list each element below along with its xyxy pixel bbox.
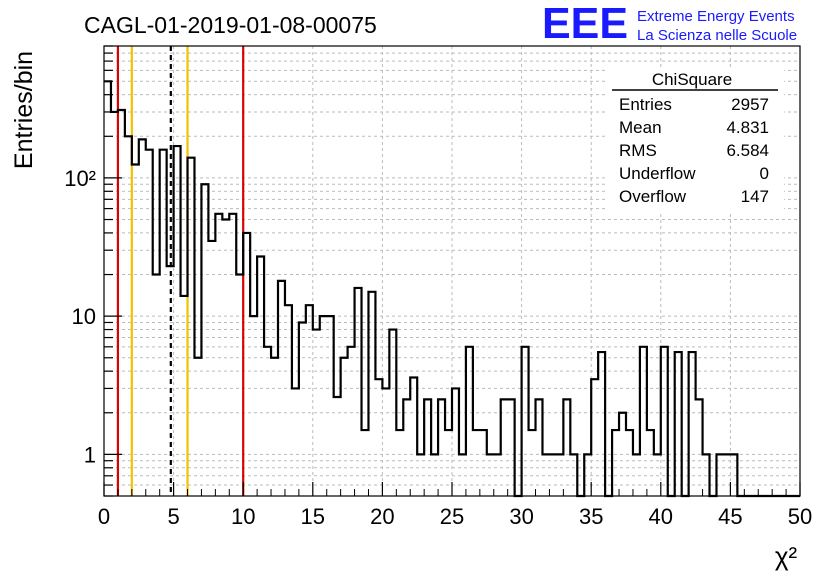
eee-logo: EEE bbox=[542, 0, 628, 48]
stats-box: ChiSquare Entries 2957 Mean 4.831 RMS 6.… bbox=[607, 67, 784, 212]
stats-title: ChiSquare bbox=[652, 70, 732, 89]
y-tick-label: 10 bbox=[72, 304, 96, 329]
run-title: CAGL-01-2019-01-08-00075 bbox=[84, 12, 377, 38]
stats-value-underflow: 0 bbox=[760, 164, 769, 183]
stats-value-overflow: 147 bbox=[741, 187, 769, 206]
x-tick-label: 35 bbox=[579, 504, 603, 529]
y-tick-label: 1 bbox=[84, 442, 96, 467]
stats-label-entries: Entries bbox=[619, 95, 672, 114]
y-axis-label: Entries/bin bbox=[10, 51, 38, 169]
x-tick-label: 45 bbox=[718, 504, 742, 529]
x-tick-label: 50 bbox=[788, 504, 812, 529]
x-tick-label: 30 bbox=[509, 504, 533, 529]
x-tick-label: 20 bbox=[370, 504, 394, 529]
y-tick-labels: 1 10 10² bbox=[64, 166, 96, 467]
y-tick-label: 10² bbox=[64, 166, 96, 191]
stats-value-entries: 2957 bbox=[731, 95, 769, 114]
x-tick-label: 40 bbox=[649, 504, 673, 529]
stats-label-rms: RMS bbox=[619, 141, 657, 160]
stats-label-overflow: Overflow bbox=[619, 187, 687, 206]
x-tick-label: 5 bbox=[167, 504, 179, 529]
logo-line-2: La Scienza nelle Scuole bbox=[637, 27, 797, 44]
stats-value-rms: 6.584 bbox=[726, 141, 769, 160]
ticks bbox=[103, 45, 801, 497]
x-tick-label: 0 bbox=[98, 504, 110, 529]
logo-line-1: Extreme Energy Events bbox=[637, 8, 795, 25]
x-axis-label: χ² bbox=[775, 541, 798, 571]
x-tick-label: 10 bbox=[231, 504, 255, 529]
stats-label-underflow: Underflow bbox=[619, 164, 696, 183]
stats-label-mean: Mean bbox=[619, 118, 662, 137]
x-tick-labels: 0 5 10 15 20 25 30 35 40 45 50 bbox=[98, 504, 812, 529]
histogram-outline bbox=[104, 80, 800, 498]
stats-box-background bbox=[607, 67, 784, 212]
stats-value-mean: 4.831 bbox=[726, 118, 769, 137]
x-tick-label: 15 bbox=[301, 504, 325, 529]
x-tick-label: 25 bbox=[440, 504, 464, 529]
